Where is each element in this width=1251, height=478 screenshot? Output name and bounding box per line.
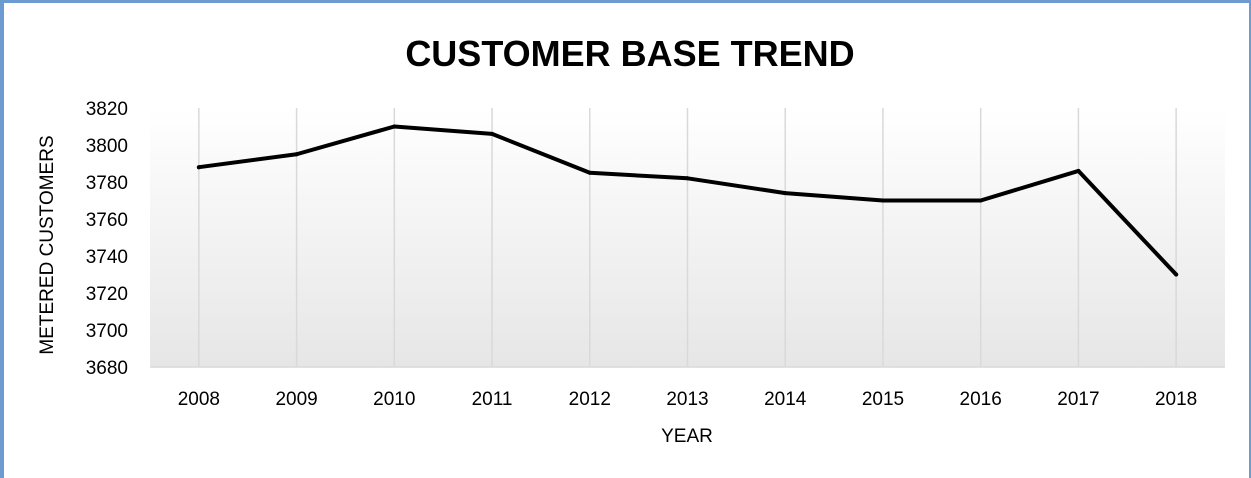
x-tick-label: 2008 — [178, 389, 220, 410]
data-point — [685, 176, 690, 181]
data-point — [880, 198, 885, 203]
y-tick-label: 3720 — [86, 284, 128, 305]
gridlines — [198, 108, 1177, 367]
y-axis-ticks: 3680 3700 3720 3740 3760 3780 3800 3820 — [86, 99, 128, 379]
x-tick-label: 2011 — [472, 389, 513, 410]
data-point — [490, 131, 495, 136]
y-tick-label: 3780 — [86, 173, 128, 194]
data-point — [196, 165, 201, 170]
data-point — [587, 170, 592, 175]
data-point — [783, 191, 788, 196]
data-point — [294, 152, 299, 157]
chart-title: CUSTOMER BASE TREND — [405, 33, 854, 74]
x-tick-label: 2017 — [1057, 389, 1099, 410]
y-axis-label: METERED CUSTOMERS — [37, 135, 58, 354]
y-tick-label: 3820 — [86, 99, 128, 120]
x-axis-ticks: 2008 2009 2010 2011 2012 2013 2014 2015 2016 2017… — [178, 389, 1198, 410]
data-point — [978, 198, 983, 203]
x-axis-label: YEAR — [661, 426, 713, 447]
x-tick-label: 2012 — [569, 389, 611, 410]
x-tick-label: 2014 — [764, 389, 807, 410]
data-point — [1174, 272, 1179, 277]
y-tick-label: 3740 — [86, 247, 128, 268]
x-tick-label: 2009 — [275, 389, 317, 410]
data-point — [392, 124, 397, 129]
x-tick-label: 2013 — [666, 389, 708, 410]
x-tick-label: 2010 — [373, 389, 415, 410]
y-tick-label: 3760 — [86, 210, 128, 231]
y-tick-label: 3800 — [86, 136, 128, 157]
series-group — [196, 124, 1179, 277]
x-tick-label: 2018 — [1155, 389, 1197, 410]
data-point — [1076, 168, 1081, 173]
y-tick-label: 3700 — [86, 321, 128, 342]
x-tick-label: 2016 — [960, 389, 1002, 410]
x-tick-label: 2015 — [862, 389, 904, 410]
y-tick-label: 3680 — [86, 358, 128, 379]
